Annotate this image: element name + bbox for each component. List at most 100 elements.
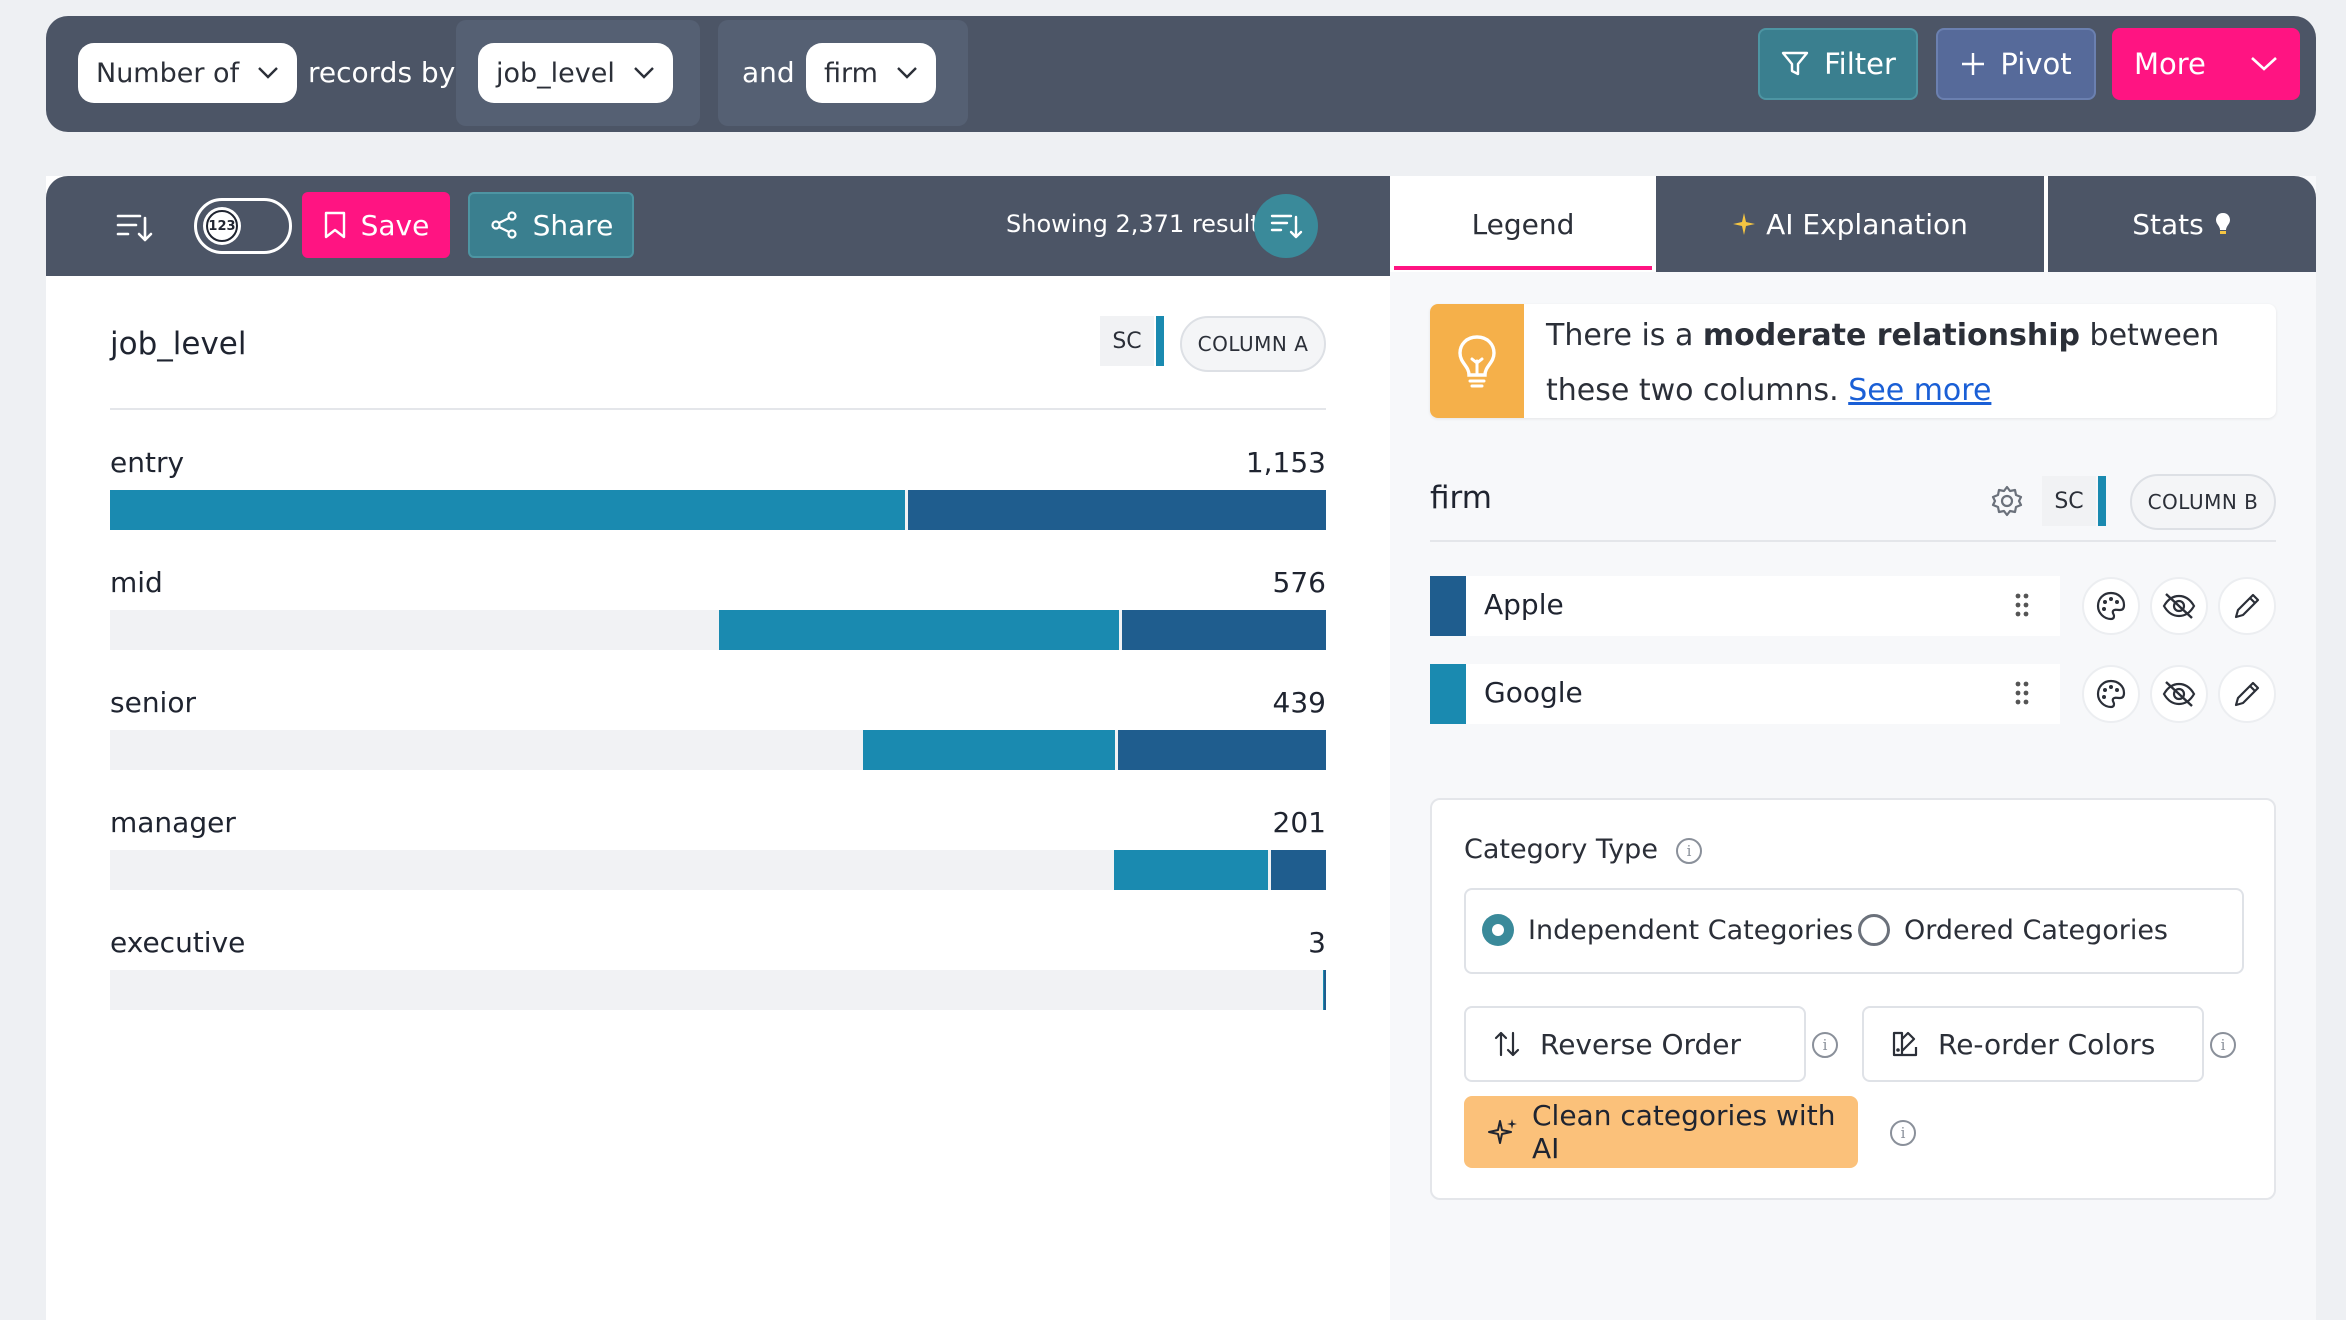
edit-button[interactable] (2218, 665, 2276, 723)
sort-results-button[interactable] (1254, 194, 1318, 258)
share-button[interactable]: Share (468, 192, 634, 258)
more-label: More (2134, 47, 2206, 81)
info-icon[interactable]: i (1676, 838, 1702, 864)
metric-select-value: Number of (96, 57, 240, 89)
group-select-value: job_level (496, 57, 615, 89)
bar-segment-apple[interactable] (1271, 850, 1326, 890)
results-count: Showing 2,371 results (1006, 210, 1273, 238)
reverse-order-button[interactable]: Reverse Order (1464, 1006, 1806, 1082)
palette-button[interactable] (2082, 577, 2140, 635)
bar-total: 576 (1272, 566, 1326, 599)
bar-label: senior (110, 686, 196, 719)
hide-button[interactable] (2150, 577, 2208, 635)
eye-off-icon (2162, 679, 2196, 709)
split-select[interactable]: firm (806, 43, 936, 103)
eye-off-icon (2162, 591, 2196, 621)
tab-stats[interactable]: Stats (2048, 176, 2316, 272)
chevron-down-icon (896, 66, 918, 80)
bar-segment-google[interactable] (1322, 970, 1324, 1010)
gear-icon[interactable] (1990, 484, 2024, 518)
save-button[interactable]: Save (302, 192, 450, 258)
reorder-colors-button[interactable]: Re-order Colors (1862, 1006, 2204, 1082)
column-a-sc-chip[interactable]: SC (1100, 316, 1154, 366)
clean-categories-label: Clean categories with AI (1532, 1099, 1836, 1165)
radio-independent[interactable]: Independent Categories (1482, 914, 1853, 946)
tab-ai-explanation-label: AI Explanation (1766, 207, 1968, 241)
palette-icon (2095, 678, 2127, 710)
pivot-button[interactable]: Pivot (1936, 28, 2096, 100)
chart-panel: 123 Save Share Showing 2,371 results job… (46, 176, 1390, 1320)
bar-row-mid[interactable]: mid 576 (110, 566, 1326, 656)
split-select-value: firm (824, 57, 878, 89)
tab-legend-underline (1394, 266, 1652, 270)
bar-label: manager (110, 806, 236, 839)
more-button[interactable]: More (2112, 28, 2300, 100)
bar-row-senior[interactable]: senior 439 (110, 686, 1326, 776)
bar-segment-apple[interactable] (1323, 970, 1326, 1010)
pivot-label: Pivot (2000, 47, 2072, 81)
info-icon[interactable]: i (1890, 1120, 1916, 1146)
metric-select[interactable]: Number of (78, 43, 298, 103)
legend-item-label: Google (1484, 676, 1583, 709)
edit-button[interactable] (2218, 577, 2276, 635)
info-icon[interactable]: i (2210, 1032, 2236, 1058)
tab-legend[interactable]: Legend (1390, 176, 1656, 272)
clean-categories-button[interactable]: Clean categories with AI (1464, 1096, 1858, 1168)
bar-segment-apple[interactable] (1118, 730, 1326, 770)
drag-handle-icon[interactable] (2014, 680, 2030, 706)
palette-icon (2095, 590, 2127, 622)
pencil-icon (2232, 591, 2262, 621)
bar-segment-google[interactable] (1114, 850, 1269, 890)
category-type-card: Category Type i Independent Categories O… (1430, 798, 2276, 1200)
category-type-radio-group: Independent Categories Ordered Categorie… (1464, 888, 2244, 974)
bar-track (110, 490, 1326, 530)
bar-segment-google[interactable] (718, 610, 1120, 650)
column-a-chip-label: COLUMN A (1197, 332, 1309, 356)
column-b-chip[interactable]: COLUMN B (2130, 474, 2276, 530)
see-more-link[interactable]: See more (1848, 373, 1992, 408)
legend-swatch (1430, 576, 1466, 636)
bar-label: executive (110, 926, 246, 959)
insight-icon-box (1430, 304, 1524, 418)
and-text: and (742, 56, 795, 89)
bar-row-manager[interactable]: manager 201 (110, 806, 1326, 896)
sparkles-icon (1488, 1117, 1518, 1147)
number-format-toggle[interactable]: 123 (194, 198, 292, 254)
toggle-knob: 123 (203, 207, 241, 245)
bar-row-executive[interactable]: executive 3 (110, 926, 1326, 1016)
column-a-chip[interactable]: COLUMN A (1180, 316, 1326, 372)
filter-button[interactable]: Filter (1758, 28, 1918, 100)
bar-label: entry (110, 446, 185, 479)
column-b-title: firm (1430, 480, 1492, 516)
hide-button[interactable] (2150, 665, 2208, 723)
tab-ai-explanation[interactable]: AI Explanation (1658, 176, 2042, 272)
bar-total: 3 (1308, 926, 1326, 959)
insight-bold: moderate relationship (1702, 318, 2080, 353)
bar-segment-google[interactable] (863, 730, 1116, 770)
radio-ordered[interactable]: Ordered Categories (1858, 914, 2168, 946)
sort-icon[interactable] (114, 208, 154, 248)
sort-descending-icon (1269, 209, 1303, 243)
chart-toolbar: 123 Save Share Showing 2,371 results (46, 176, 1390, 276)
divider (1430, 540, 2276, 542)
insight-text: There is a moderate relationship between… (1546, 308, 2246, 418)
tab-separator (2044, 176, 2048, 272)
legend-item-apple[interactable]: Apple (1430, 576, 2060, 636)
palette-button[interactable] (2082, 665, 2140, 723)
bar-row-entry[interactable]: entry 1,153 (110, 446, 1326, 536)
bar-track (110, 730, 1326, 770)
drag-handle-icon[interactable] (2014, 592, 2030, 618)
chevron-down-icon (2250, 56, 2278, 72)
info-icon[interactable]: i (1812, 1032, 1838, 1058)
bar-track (110, 610, 1326, 650)
column-a-color-marker (1156, 316, 1164, 366)
bar-segment-apple[interactable] (1122, 610, 1326, 650)
bar-segment-google[interactable] (110, 490, 906, 530)
legend-item-google[interactable]: Google (1430, 664, 2060, 724)
column-b-sc-chip[interactable]: SC (2042, 476, 2096, 526)
group-select[interactable]: job_level (478, 43, 673, 103)
bar-segment-apple[interactable] (908, 490, 1326, 530)
records-by-text: records by (308, 56, 456, 89)
bar-label: mid (110, 566, 163, 599)
toggle-badge-text: 123 (206, 210, 238, 242)
